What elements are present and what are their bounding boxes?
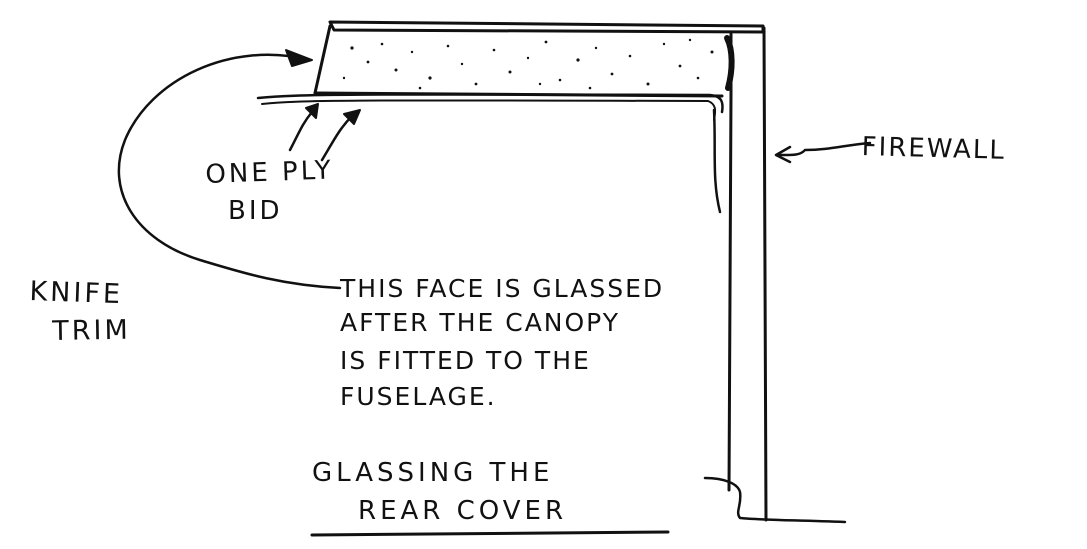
title-line-1: GLASSING THE bbox=[312, 458, 554, 488]
knife-trim-arrowhead bbox=[285, 49, 313, 67]
bid-layup-lower bbox=[261, 99, 717, 121]
firewall-plate-left bbox=[727, 32, 733, 492]
firewall-label: FIREWALL bbox=[861, 132, 1007, 166]
bid-arrowhead-left bbox=[305, 103, 319, 119]
foam-block-outline bbox=[328, 20, 765, 34]
firewall-plate-right bbox=[762, 26, 768, 522]
note-line-3: IS FITTED TO THE bbox=[340, 346, 591, 375]
foam-speckles bbox=[342, 38, 714, 90]
trim-label: TRIM bbox=[51, 314, 132, 347]
firewall-thick-edge bbox=[724, 35, 735, 91]
bid-arrowhead-right bbox=[343, 109, 361, 125]
title-underline bbox=[310, 530, 670, 537]
one-ply-label: ONE PLY bbox=[204, 155, 335, 190]
bid-arrow-left bbox=[288, 110, 314, 152]
firewall-leader bbox=[776, 141, 872, 157]
knife-trim-arrow bbox=[117, 53, 342, 290]
note-line-1: THIS FACE IS GLASSED bbox=[340, 274, 665, 303]
firewall-arrowhead bbox=[774, 145, 792, 164]
foam-block-left-edge bbox=[313, 24, 332, 95]
note-line-4: FUSELAGE. bbox=[340, 382, 497, 411]
bid-label: BID bbox=[228, 196, 283, 226]
bid-layup-upper bbox=[256, 93, 724, 114]
knife-label: KNIFE bbox=[28, 276, 124, 311]
bid-arrow-right bbox=[320, 114, 354, 162]
title-line-2: REAR COVER bbox=[358, 496, 568, 526]
note-line-2: AFTER THE CANOPY bbox=[340, 308, 620, 337]
ground-line bbox=[703, 476, 847, 524]
bid-layup-down bbox=[712, 108, 722, 214]
